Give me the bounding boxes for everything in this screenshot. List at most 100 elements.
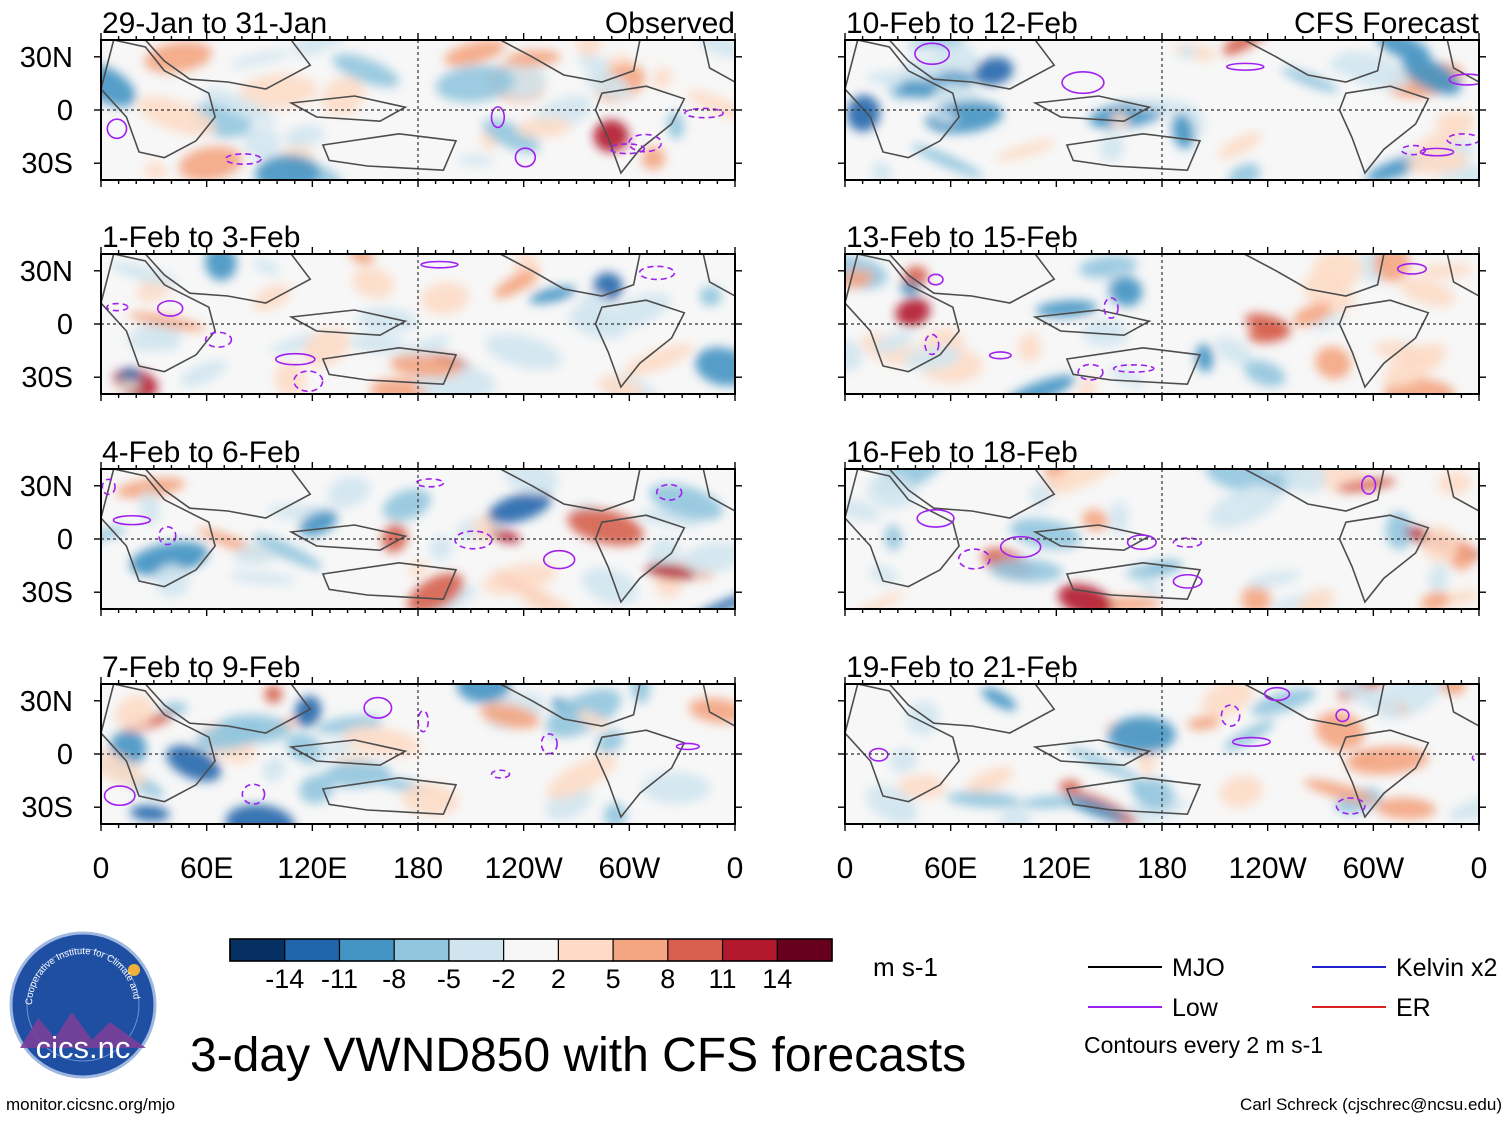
low-contours xyxy=(101,478,683,570)
anomaly-blob xyxy=(1345,746,1429,775)
anomaly-blob xyxy=(101,63,136,107)
map-panel: 10-Feb to 12-Feb CFS Forecast xyxy=(838,7,1486,187)
y-tick-label: 30S xyxy=(21,148,73,180)
anomaly-blob xyxy=(1017,333,1042,363)
landmass-outline xyxy=(101,40,216,159)
low-contour xyxy=(924,333,940,356)
map-panel: 4-Feb to 6-Feb 30N 0 30S xyxy=(20,436,742,616)
anomaly-blob xyxy=(889,747,918,773)
landmass-outline xyxy=(1446,254,1479,297)
landmass-outline xyxy=(1338,85,1430,175)
anomaly-blob xyxy=(1009,518,1081,550)
map-panel: 29-Jan to 31-Jan Observed 30N 0 30S xyxy=(20,7,742,187)
panel-period-label: 19-Feb to 21-Feb xyxy=(846,651,1078,684)
anomaly-blob xyxy=(485,333,563,370)
anomaly-blob xyxy=(129,805,170,822)
landmass-outline xyxy=(594,514,686,604)
low-contour xyxy=(988,351,1012,360)
anomaly-blob xyxy=(1004,375,1076,394)
landmass-outline xyxy=(321,346,458,386)
anomaly-blob xyxy=(382,488,432,522)
anomaly-field xyxy=(101,469,735,609)
figure-title: 3-day VWND850 with CFS forecasts xyxy=(190,1029,967,1082)
y-tick-labels: 30N 0 30S xyxy=(20,471,73,609)
low-contour xyxy=(1335,797,1366,815)
landmass-outline xyxy=(1032,524,1152,552)
panel-period-label: 13-Feb to 15-Feb xyxy=(846,221,1078,254)
panel-ticks xyxy=(838,462,1486,616)
colorbar-level-label: 14 xyxy=(762,964,792,994)
coastlines xyxy=(845,254,1479,389)
low-contour xyxy=(628,133,663,153)
anomaly-blob xyxy=(253,258,281,275)
anomaly-blob xyxy=(686,90,735,121)
anomaly-blob xyxy=(1250,688,1316,716)
anomaly-blob xyxy=(349,254,375,265)
panel-ticks xyxy=(838,33,1486,187)
anomaly-blob xyxy=(1205,469,1271,491)
low-contour xyxy=(156,300,184,317)
low-contour xyxy=(1446,133,1479,146)
coastlines xyxy=(101,40,735,175)
landmass-outline xyxy=(1338,514,1430,604)
colorbar-swatch xyxy=(777,939,833,961)
low-contour xyxy=(112,514,152,526)
anomaly-field xyxy=(109,254,735,394)
anomaly-blob xyxy=(238,74,318,109)
colorbar-level-label: 2 xyxy=(551,964,566,994)
y-tick-label: 30N xyxy=(20,471,73,503)
colorbar-swatch xyxy=(613,939,669,961)
x-tick-labels: 0 60E 120E 180 120W 60W 0 xyxy=(837,852,1488,885)
anomaly-blob xyxy=(332,53,400,88)
landmass-outline xyxy=(1244,254,1385,297)
y-tick-label: 30N xyxy=(20,42,73,74)
landmass-outline xyxy=(321,776,458,816)
anomaly-blob xyxy=(645,563,697,580)
anomaly-blob xyxy=(294,695,322,727)
anomaly-blob xyxy=(529,286,576,304)
low-contour xyxy=(1471,753,1479,762)
map-panel: 19-Feb to 21-Feb 0 60E 120E 180 120W 60W 0 xyxy=(837,651,1488,885)
x-tick-label: 60W xyxy=(598,852,660,885)
anomaly-blob xyxy=(1078,376,1096,394)
low-contour xyxy=(999,535,1042,559)
anomaly-blob xyxy=(284,125,325,147)
landmass-outline xyxy=(702,254,735,297)
landmass-outline xyxy=(845,684,960,803)
map-panel: 7-Feb to 9-Feb 30N 0 30S 0 60E 120E 180 120W 60W 0 xyxy=(20,651,744,885)
panel-ticks xyxy=(94,677,742,831)
anomaly-blob xyxy=(205,254,237,281)
low-contour xyxy=(927,273,944,286)
anomaly-blob xyxy=(255,154,321,180)
map-panel: 16-Feb to 18-Feb xyxy=(838,436,1486,616)
x-tick-label: 120E xyxy=(1021,852,1091,885)
anomaly-blob xyxy=(421,281,470,315)
y-tick-label: 30S xyxy=(21,577,73,609)
anomaly-field xyxy=(845,254,1473,394)
landmass-outline xyxy=(1065,346,1202,386)
anomaly-blob xyxy=(327,476,370,508)
x-tick-label: 120W xyxy=(484,852,563,885)
legend-label: ER xyxy=(1396,994,1431,1022)
y-tick-label: 30N xyxy=(20,256,73,288)
anomaly-blob xyxy=(1406,148,1469,174)
legend-label: Low xyxy=(1172,994,1219,1022)
colorbar-level-label: 11 xyxy=(709,964,737,994)
low-contour xyxy=(1419,147,1455,157)
low-contour xyxy=(1396,262,1428,275)
low-contour xyxy=(106,118,128,140)
x-tick-label: 180 xyxy=(1137,852,1187,885)
anomaly-blob xyxy=(1422,526,1459,563)
anomaly-blob xyxy=(1042,469,1118,495)
low-contour xyxy=(101,478,116,496)
landmass-outline xyxy=(500,684,641,727)
anomaly-blob xyxy=(929,110,957,123)
anomaly-blob xyxy=(946,791,1022,808)
landmass-outline xyxy=(1244,469,1385,512)
anomaly-blob xyxy=(101,747,146,787)
low-contour xyxy=(1220,704,1241,727)
landmass-outline xyxy=(1032,309,1152,337)
anomaly-blob xyxy=(1177,45,1197,59)
anomaly-blob xyxy=(1428,563,1449,594)
legend: MJO Kelvin x2 Low ER Contours every 2 m s-1 xyxy=(1084,954,1497,1058)
